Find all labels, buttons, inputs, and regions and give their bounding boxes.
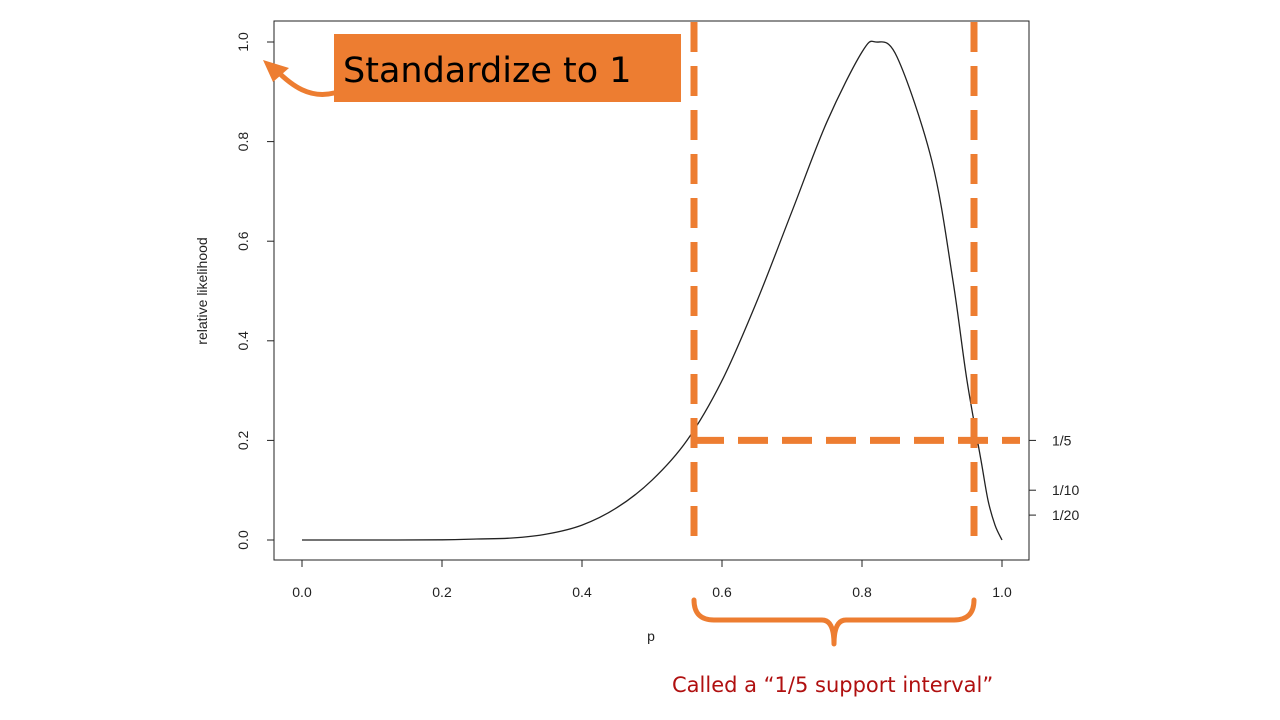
y-tick-label: 0.4 <box>235 331 251 351</box>
callout-box <box>334 34 681 102</box>
interval-note: Called a “1/5 support interval” <box>672 673 993 697</box>
callout-arrow <box>273 67 337 97</box>
y-tick-label: 1.0 <box>235 32 251 52</box>
y-tick-label: 0.8 <box>235 132 251 152</box>
right-tick-label: 1/20 <box>1052 507 1079 523</box>
interval-brace <box>691 597 977 647</box>
y-axis-title: relative likelihood <box>194 237 210 344</box>
x-tick-label: 0.0 <box>292 584 312 600</box>
callout-text: Standardize to 1 <box>343 51 632 91</box>
x-axis-title: p <box>647 628 655 644</box>
x-tick-label: 0.8 <box>852 584 872 600</box>
callout-arrowhead <box>263 60 289 82</box>
x-tick-label: 0.6 <box>712 584 732 600</box>
likelihood-curve-0 <box>302 40 1003 541</box>
right-tick-label: 1/10 <box>1052 482 1079 498</box>
x-tick-label: 0.2 <box>432 584 452 600</box>
right-tick-label: 1/5 <box>1052 432 1072 448</box>
y-tick-label: 0.0 <box>235 530 251 550</box>
x-tick-label: 1.0 <box>992 584 1012 600</box>
y-tick-label: 0.2 <box>235 430 251 450</box>
plot-frame <box>273 20 1030 561</box>
y-tick-label: 0.6 <box>235 231 251 251</box>
x-tick-label: 0.4 <box>572 584 592 600</box>
standardize-callout: Standardize to 1 <box>263 34 681 102</box>
